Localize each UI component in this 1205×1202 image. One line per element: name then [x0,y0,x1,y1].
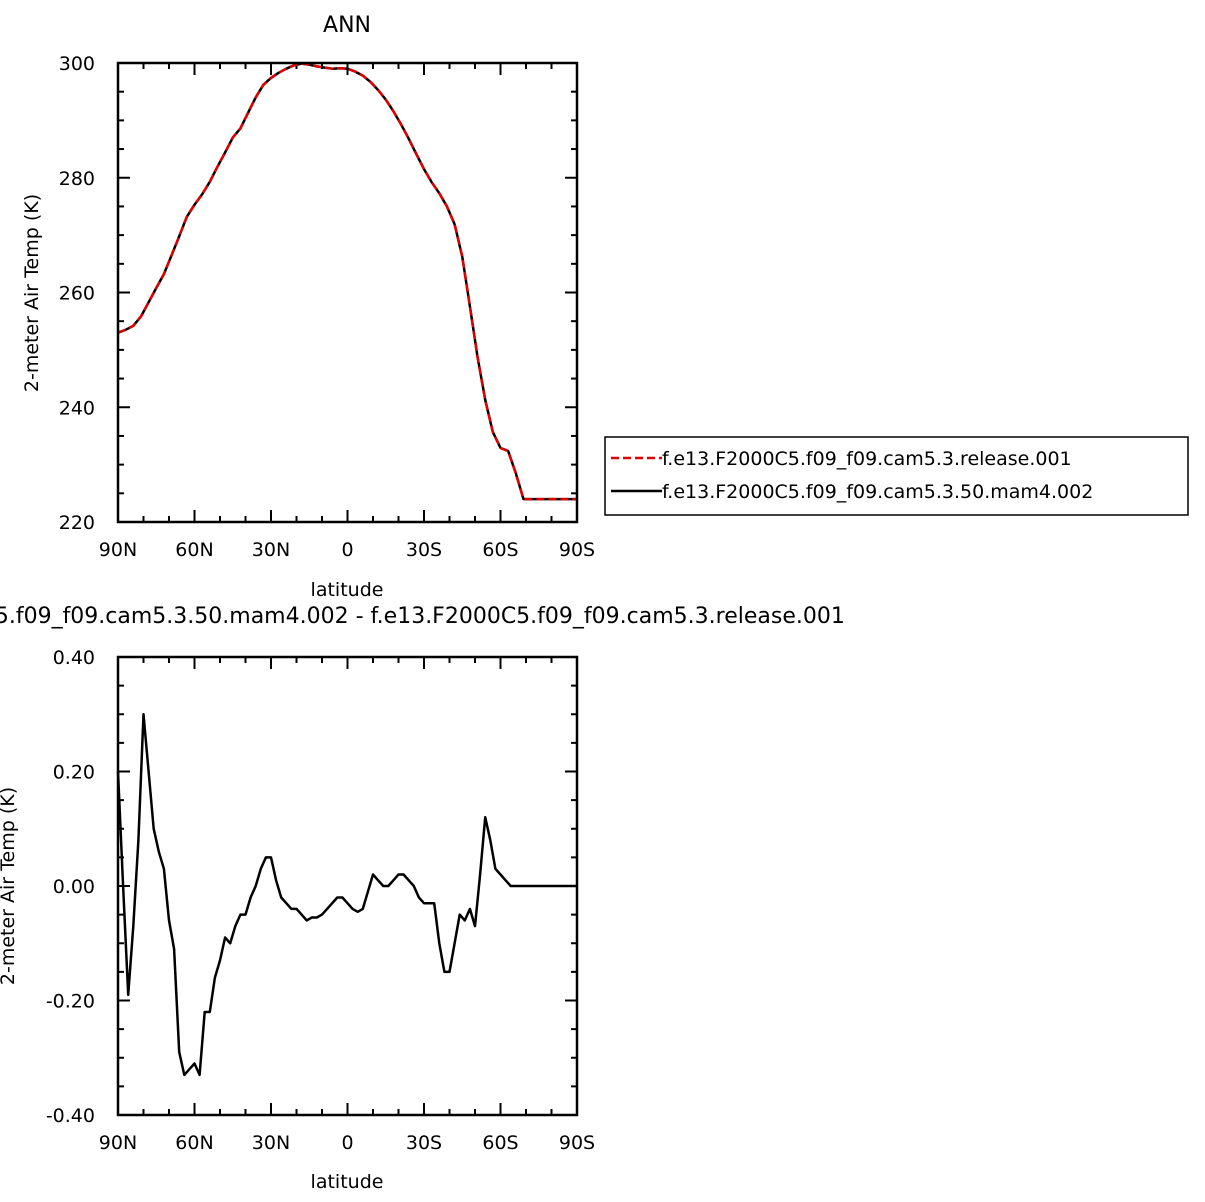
top-panel: ANN 2-meter Air Temp (K) latitude 90N 60N… [21,13,595,601]
top-y-tick-label: 240 [59,397,95,419]
top-x-tick-label: 30N [252,539,290,561]
bottom-series-line-0 [116,713,577,1077]
bottom-x-tick-label: 90N [99,1132,137,1154]
top-series [117,62,577,501]
top-ticks: 90N 60N 30N 0 30S 60S 90S 220 240 260 280 300 [59,53,595,561]
bottom-x-tick-label: 0 [341,1132,353,1154]
top-x-tick-label: 90N [99,539,137,561]
bottom-x-tick-label: 30S [406,1132,442,1154]
top-y-tick-label: 260 [59,283,95,305]
bottom-x-tick-label: 60S [482,1132,518,1154]
top-series-line-0 [117,62,577,501]
bottom-plot-frame [116,655,579,1117]
bottom-y-tick-label: 0.40 [53,647,95,669]
bottom-y-tick-label: -0.40 [46,1105,95,1127]
bottom-y-tick-label: 0.20 [53,762,95,784]
top-y-tick-label: 280 [59,168,95,190]
top-x-tick-label: 60S [482,539,518,561]
top-plot-frame [116,61,579,524]
bottom-x-axis-label: latitude [311,1171,384,1193]
bottom-x-tick-label: 60N [175,1132,213,1154]
legend-label-mam4-002: f.e13.F2000C5.f09_f09.cam5.3.50.mam4.002 [662,481,1093,503]
top-x-tick-label: 60N [175,539,213,561]
top-series-line-1 [117,62,577,501]
bottom-y-axis-label: 2-meter Air Temp (K) [0,787,19,985]
top-y-tick-label: 220 [59,512,95,534]
top-y-axis-label: 2-meter Air Temp (K) [21,194,43,392]
bottom-ticks: 90N 60N 30N 0 30S 60S 90S -0.40 -0.20 0.00 0.20 0.4… [46,647,595,1154]
top-x-axis-label: latitude [311,579,384,601]
legend-box [604,436,1189,516]
top-title: ANN [323,13,371,38]
bottom-title: f.e13.F2000C5.f09_f09.cam5.3.50.mam4.002… [0,604,845,629]
bottom-y-tick-label: 0.00 [53,876,95,898]
legend: f.e13.F2000C5.f09_f09.cam5.3.release.001… [604,436,1189,516]
bottom-series [116,713,577,1077]
top-x-tick-label: 0 [341,539,353,561]
bottom-x-tick-label: 90S [559,1132,595,1154]
bottom-x-tick-label: 30N [252,1132,290,1154]
top-x-tick-label: 90S [559,539,595,561]
top-x-tick-label: 30S [406,539,442,561]
legend-label-release-001: f.e13.F2000C5.f09_f09.cam5.3.release.001 [662,448,1072,470]
bottom-panel: f.e13.F2000C5.f09_f09.cam5.3.50.mam4.002… [0,604,845,1193]
bottom-y-tick-label: -0.20 [46,991,95,1013]
top-y-tick-label: 300 [59,53,95,75]
